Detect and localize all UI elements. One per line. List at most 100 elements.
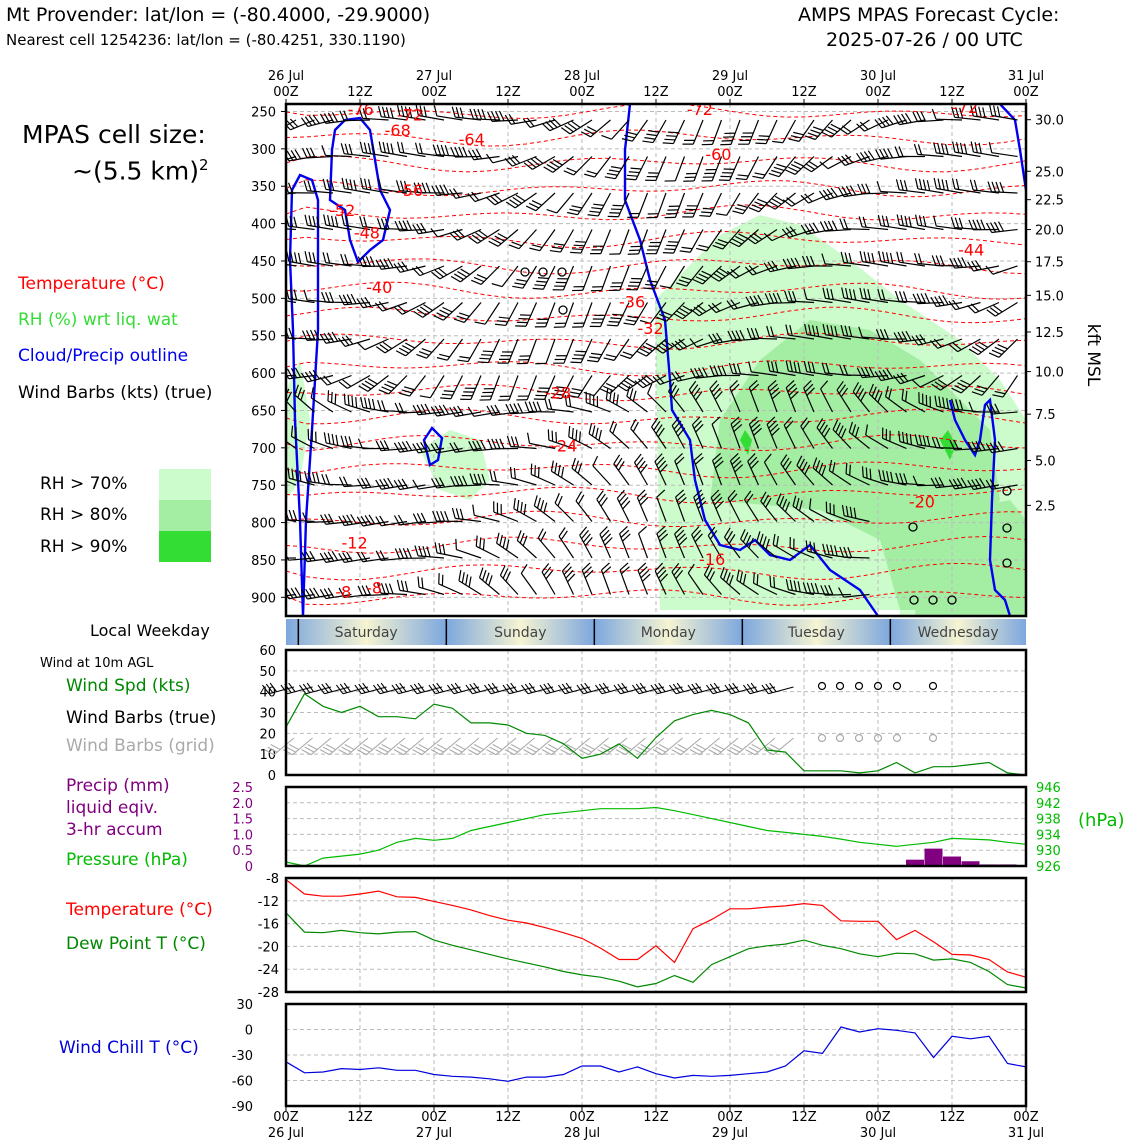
wind-barb: [783, 416, 797, 449]
wind-barb: [896, 251, 926, 267]
wind-barb: [340, 143, 371, 158]
wind-barb: [748, 416, 762, 449]
pressure-tick-label: 300: [251, 143, 276, 158]
temperature-contour-label: -72: [397, 105, 423, 124]
precip-accum-label: 3-hr accum: [66, 820, 163, 840]
top-hour-label: 12Z: [939, 85, 965, 100]
wind-barb: [772, 533, 796, 559]
precip-tick-label: 1.0: [232, 828, 253, 843]
precip-tick-label: 0.5: [232, 844, 253, 859]
wind-barb: [356, 514, 389, 527]
rh70-swatch: [159, 469, 211, 500]
precip-tick-label: 2.5: [232, 781, 253, 796]
wind-barb: [812, 457, 833, 486]
wind-barb: [319, 737, 350, 756]
wind-barb: [496, 532, 519, 559]
wind-barb: [393, 478, 426, 491]
wind-barb: [967, 440, 1000, 453]
wind-barb: [967, 301, 1000, 314]
wind-barb: [286, 297, 297, 304]
wind-barb: [570, 229, 593, 254]
wind-barb: [893, 330, 926, 343]
pressure-axis-label: (hPa): [1078, 810, 1125, 831]
wind-barb: [825, 501, 852, 523]
wind-barb: [567, 375, 593, 398]
calm-wind-marker: [873, 681, 883, 691]
cell-size-value: ~(5.5 km)2: [72, 156, 209, 186]
wind-barb: [412, 512, 445, 524]
wind-barb: [520, 563, 537, 595]
wind-barb: [460, 375, 482, 401]
cloud-outline: [328, 116, 392, 265]
wind-barb: [918, 392, 944, 413]
wind-barb: [413, 302, 445, 318]
wind-tick-label: 10: [259, 748, 276, 763]
wind-barb: [338, 737, 369, 756]
pressure-tick-label: 800: [251, 517, 276, 532]
wind-barb: [718, 156, 741, 181]
cell-size-label: MPAS cell size:: [22, 120, 206, 149]
wind-barb: [487, 438, 519, 450]
kft-tick-label: 10.0: [1035, 366, 1064, 381]
wind-barb: [838, 119, 870, 135]
wind-barb: [634, 737, 665, 756]
wind-barb: [858, 216, 889, 231]
rh90-region: [940, 430, 956, 460]
wind-barb: [438, 573, 463, 596]
wind-barb: [654, 562, 669, 595]
wind-barb: [874, 368, 907, 382]
wind-barb: [409, 682, 443, 695]
wind-barb: [534, 302, 556, 328]
windchill-tick-label: 0: [245, 1024, 253, 1039]
temperature-contour-label: -36: [619, 292, 645, 311]
wind-barb: [711, 416, 723, 449]
wind-barb: [687, 682, 720, 695]
wind-barb: [788, 119, 815, 142]
wind-barb: [524, 401, 556, 413]
wind-barb: [878, 469, 907, 486]
wind-barb: [526, 432, 556, 450]
windchill-line: [285, 1026, 1027, 1082]
pressure-tick-label: 350: [251, 180, 276, 195]
wind-barb: [671, 563, 686, 595]
calm-wind-marker: [928, 595, 938, 605]
wind-barb: [375, 477, 408, 490]
wind-barb: [803, 361, 833, 377]
wind-barb: [682, 119, 704, 145]
wind-barb: [746, 228, 778, 245]
wind-barb: [911, 374, 944, 388]
wind-barb: [488, 229, 519, 247]
wind-barb: [600, 562, 612, 595]
wind-barb: [530, 463, 556, 486]
wind-barb: [720, 119, 741, 146]
wind-barb: [841, 504, 870, 523]
wind-barb: [729, 380, 741, 413]
wind-barb: [486, 110, 519, 122]
weekday-segment: [890, 619, 1026, 645]
calm-wind-marker: [947, 595, 957, 605]
wind-barb: [789, 537, 815, 559]
pressure-tick-label: 500: [251, 292, 276, 307]
wind-barb: [653, 338, 685, 354]
temperature-contour: [286, 230, 1026, 249]
wind-barb: [639, 302, 667, 324]
wind-barb: [986, 221, 1018, 234]
wind-barb: [449, 228, 482, 241]
calm-wind-marker: [854, 681, 864, 691]
wind-barb: [763, 737, 794, 756]
wind-barb: [356, 477, 389, 489]
temperature-contour-label: -20: [909, 493, 935, 512]
temperature-line: [285, 879, 1027, 978]
wind-barb: [585, 391, 611, 413]
wind-barb: [626, 385, 648, 413]
wind-barb: [914, 178, 944, 194]
wind-barb: [541, 563, 556, 595]
wind-barb: [985, 265, 1018, 275]
temperature-tick-label: -20: [258, 940, 279, 955]
wind-barb: [877, 214, 907, 231]
wind-barb: [820, 584, 852, 596]
wind-barb: [881, 427, 907, 450]
wind-barb: [848, 421, 870, 449]
wind-barb: [763, 228, 796, 242]
wind-barb: [729, 229, 759, 248]
